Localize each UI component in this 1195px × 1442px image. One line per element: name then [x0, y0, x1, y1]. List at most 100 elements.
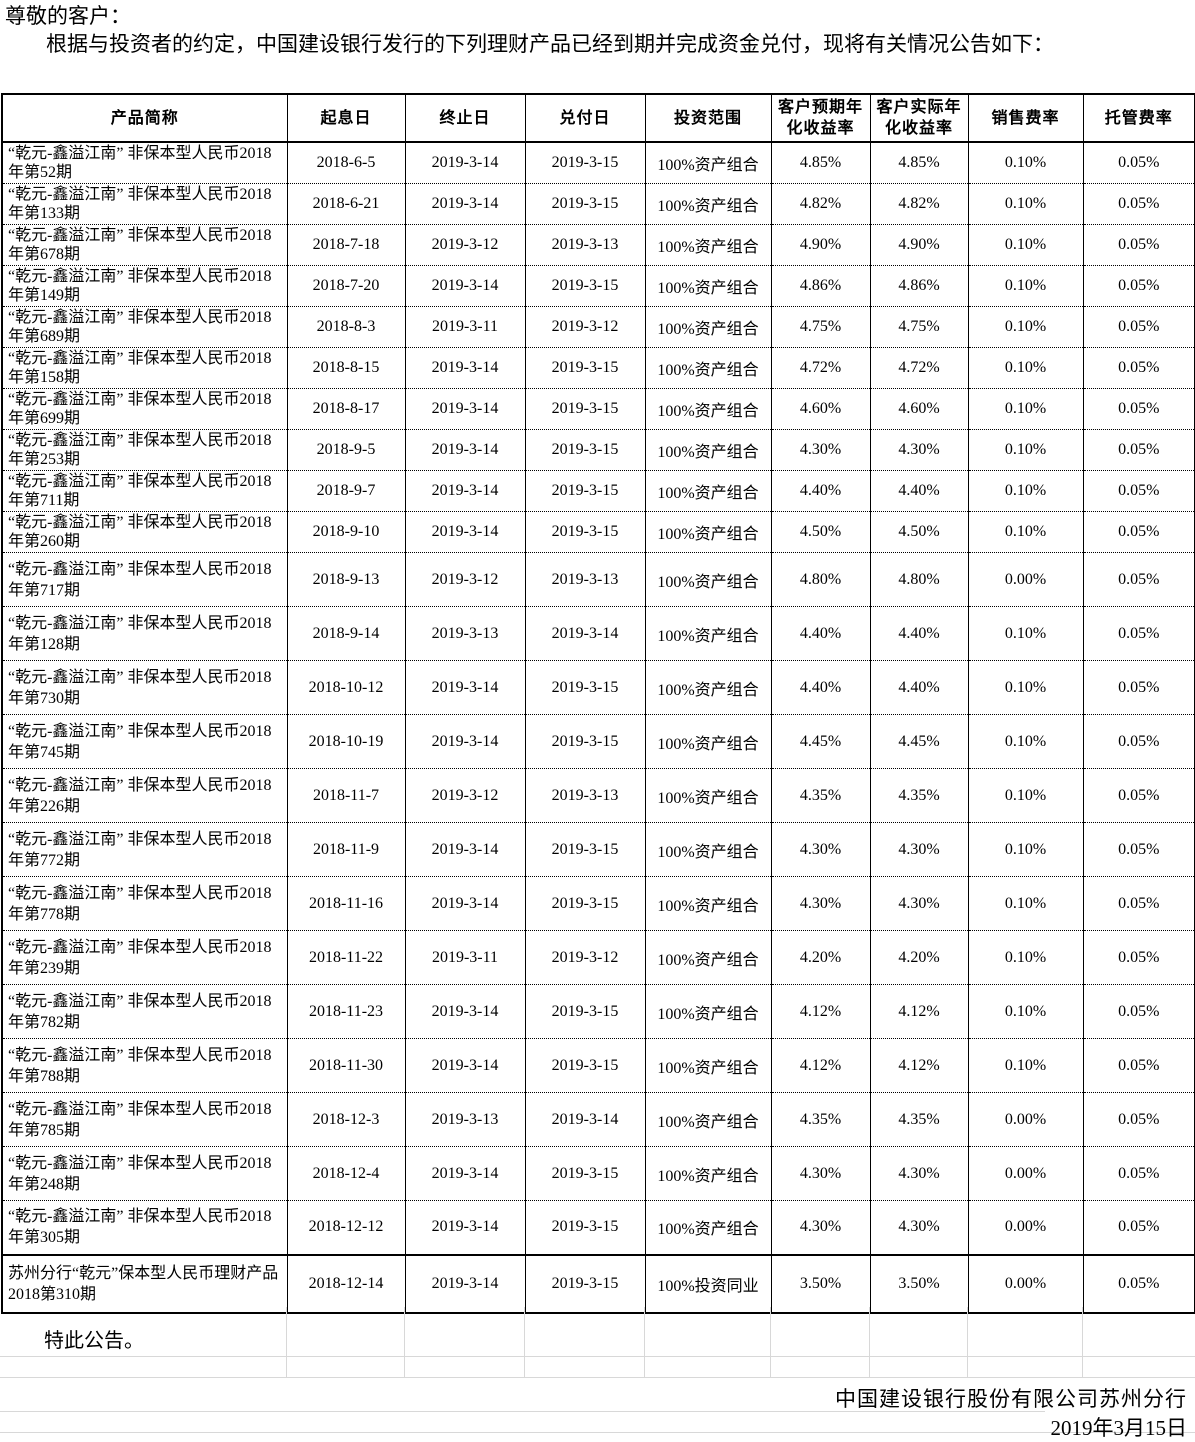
table-cell: 2019-3-11: [404, 306, 525, 348]
table-row: “乾元-鑫溢江南” 非保本型人民币2018 年第785期 2018-12-3 201…: [2, 1092, 1195, 1147]
table-cell: 2019-3-14: [404, 1146, 525, 1201]
table-cell: 2019-3-15: [524, 183, 645, 225]
table-cell: 0.05%: [1082, 714, 1195, 769]
table-cell: 0.05%: [1082, 429, 1195, 471]
table-row: “乾元-鑫溢江南” 非保本型人民币2018 年第711期 2018-9-7 2019…: [2, 470, 1195, 512]
table-cell: 0.10%: [967, 930, 1083, 985]
table-cell: 4.60%: [770, 388, 870, 430]
table-cell: 4.40%: [869, 606, 968, 661]
table-cell: 2019-3-12: [524, 930, 645, 985]
product-name-cell: “乾元-鑫溢江南” 非保本型人民币2018 年第689期: [2, 306, 287, 348]
table-row: “乾元-鑫溢江南” 非保本型人民币2018 年第772期 2018-11-9 201…: [2, 822, 1195, 877]
product-name-cell: “乾元-鑫溢江南” 非保本型人民币2018 年第772期: [2, 822, 287, 877]
table-cell: 4.80%: [869, 552, 968, 607]
table-cell: 2018-11-16: [286, 876, 405, 931]
table-cell: 2019-3-15: [524, 984, 645, 1039]
table-cell: 100%资产组合: [644, 511, 771, 553]
table-cell: 4.20%: [869, 930, 968, 985]
table-cell: 0.00%: [967, 1200, 1083, 1255]
table-cell: 0.10%: [967, 984, 1083, 1039]
table-cell: 2018-12-12: [286, 1200, 405, 1255]
intro-body: 根据与投资者的约定，中国建设银行发行的下列理财产品已经到期并完成资金兑付，现将有…: [46, 32, 1054, 56]
table-cell: 4.85%: [770, 141, 870, 184]
table-cell: 4.86%: [869, 265, 968, 307]
table-cell: 4.40%: [869, 660, 968, 715]
table-cell: 0.05%: [1082, 347, 1195, 389]
table-cell: 0.10%: [967, 306, 1083, 348]
table-cell: 2019-3-12: [524, 306, 645, 348]
table-cell: 4.82%: [869, 183, 968, 225]
table-row: “乾元-鑫溢江南” 非保本型人民币2018 年第253期 2018-9-5 2019…: [2, 429, 1195, 471]
table-row: “乾元-鑫溢江南” 非保本型人民币2018 年第689期 2018-8-3 2019…: [2, 306, 1195, 348]
table-row: “乾元-鑫溢江南” 非保本型人民币2018 年第248期 2018-12-4 201…: [2, 1146, 1195, 1201]
table-cell: 0.05%: [1082, 183, 1195, 225]
table-cell: 2018-11-30: [286, 1038, 405, 1093]
table-cell: 4.75%: [770, 306, 870, 348]
table-cell: 100%资产组合: [644, 822, 771, 877]
table-cell: 2019-3-14: [404, 183, 525, 225]
table-cell: 2018-11-22: [286, 930, 405, 985]
table-cell: 0.05%: [1082, 552, 1195, 607]
table-cell: 2019-3-12: [404, 768, 525, 823]
table-cell: 0.05%: [1082, 1038, 1195, 1093]
product-name-cell: “乾元-鑫溢江南” 非保本型人民币2018 年第158期: [2, 347, 287, 389]
table-cell: 2018-10-19: [286, 714, 405, 769]
table-cell: 2019-3-12: [404, 552, 525, 607]
table-cell: 4.40%: [770, 660, 870, 715]
table-cell: 0.10%: [967, 714, 1083, 769]
table-cell: 0.05%: [1082, 1253, 1195, 1313]
table-cell: 0.00%: [967, 552, 1083, 607]
table-cell: 4.80%: [770, 552, 870, 607]
gridline-horizontal: [0, 1411, 1045, 1412]
product-name-cell: “乾元-鑫溢江南” 非保本型人民币2018 年第788期: [2, 1038, 287, 1093]
table-cell: 100%资产组合: [644, 347, 771, 389]
table-row: “乾元-鑫溢江南” 非保本型人民币2018 年第52期 2018-6-5 2019-…: [2, 141, 1195, 184]
table-row: 苏州分行“乾元”保本型人民币理财产品 2018第310期 2018-12-14 20…: [2, 1253, 1195, 1313]
table-cell: 2018-7-18: [286, 224, 405, 266]
column-header: 客户实际年 化收益率: [869, 94, 968, 143]
table-cell: 2019-3-12: [404, 224, 525, 266]
table-cell: 0.10%: [967, 183, 1083, 225]
table-cell: 100%资产组合: [644, 306, 771, 348]
table-cell: 4.30%: [869, 429, 968, 471]
table-cell: 0.05%: [1082, 1200, 1195, 1255]
table-cell: 2019-3-13: [524, 552, 645, 607]
column-header: 销售费率: [967, 94, 1083, 143]
table-cell: 2019-3-14: [404, 1200, 525, 1255]
table-cell: 0.05%: [1082, 606, 1195, 661]
table-cell: 0.10%: [967, 265, 1083, 307]
table-row: “乾元-鑫溢江南” 非保本型人民币2018 年第788期 2018-11-30 20…: [2, 1038, 1195, 1093]
product-name-cell: “乾元-鑫溢江南” 非保本型人民币2018 年第226期: [2, 768, 287, 823]
table-cell: 4.45%: [869, 714, 968, 769]
table-cell: 4.30%: [869, 876, 968, 931]
table-cell: 2019-3-15: [524, 876, 645, 931]
issuer-name: 中国建设银行股份有限公司苏州分行: [835, 1387, 1187, 1411]
column-header: 兑付日: [524, 94, 645, 143]
table-cell: 2018-9-10: [286, 511, 405, 553]
table-cell: 4.90%: [770, 224, 870, 266]
table-row: “乾元-鑫溢江南” 非保本型人民币2018 年第128期 2018-9-14 201…: [2, 606, 1195, 661]
column-header: 托管费率: [1082, 94, 1195, 143]
table-cell: 0.05%: [1082, 984, 1195, 1039]
table-cell: 2019-3-15: [524, 429, 645, 471]
table-cell: 100%资产组合: [644, 265, 771, 307]
table-cell: 0.05%: [1082, 660, 1195, 715]
table-cell: 0.10%: [967, 768, 1083, 823]
table-cell: 2018-11-23: [286, 984, 405, 1039]
table-row: “乾元-鑫溢江南” 非保本型人民币2018 年第158期 2018-8-15 201…: [2, 347, 1195, 389]
product-name-cell: “乾元-鑫溢江南” 非保本型人民币2018 年第149期: [2, 265, 287, 307]
table-cell: 0.10%: [967, 822, 1083, 877]
products-table: 产品简称 起息日 终止日 兑付日 投资范围 客户预期年 化收益率 客户实际年 化收益率 销售费…: [1, 93, 1195, 1314]
table-cell: 100%资产组合: [644, 930, 771, 985]
table-cell: 2019-3-15: [524, 470, 645, 512]
table-cell: 2018-6-21: [286, 183, 405, 225]
table-cell: 0.05%: [1082, 1092, 1195, 1147]
table-cell: 0.05%: [1082, 822, 1195, 877]
table-cell: 100%资产组合: [644, 660, 771, 715]
table-cell: 2018-8-17: [286, 388, 405, 430]
gridline-horizontal: [0, 1377, 1195, 1378]
table-row: “乾元-鑫溢江南” 非保本型人民币2018 年第699期 2018-8-17 201…: [2, 388, 1195, 430]
table-row: “乾元-鑫溢江南” 非保本型人民币2018 年第226期 2018-11-7 201…: [2, 768, 1195, 823]
table-cell: 2019-3-14: [404, 429, 525, 471]
table-cell: 2019-3-15: [524, 388, 645, 430]
